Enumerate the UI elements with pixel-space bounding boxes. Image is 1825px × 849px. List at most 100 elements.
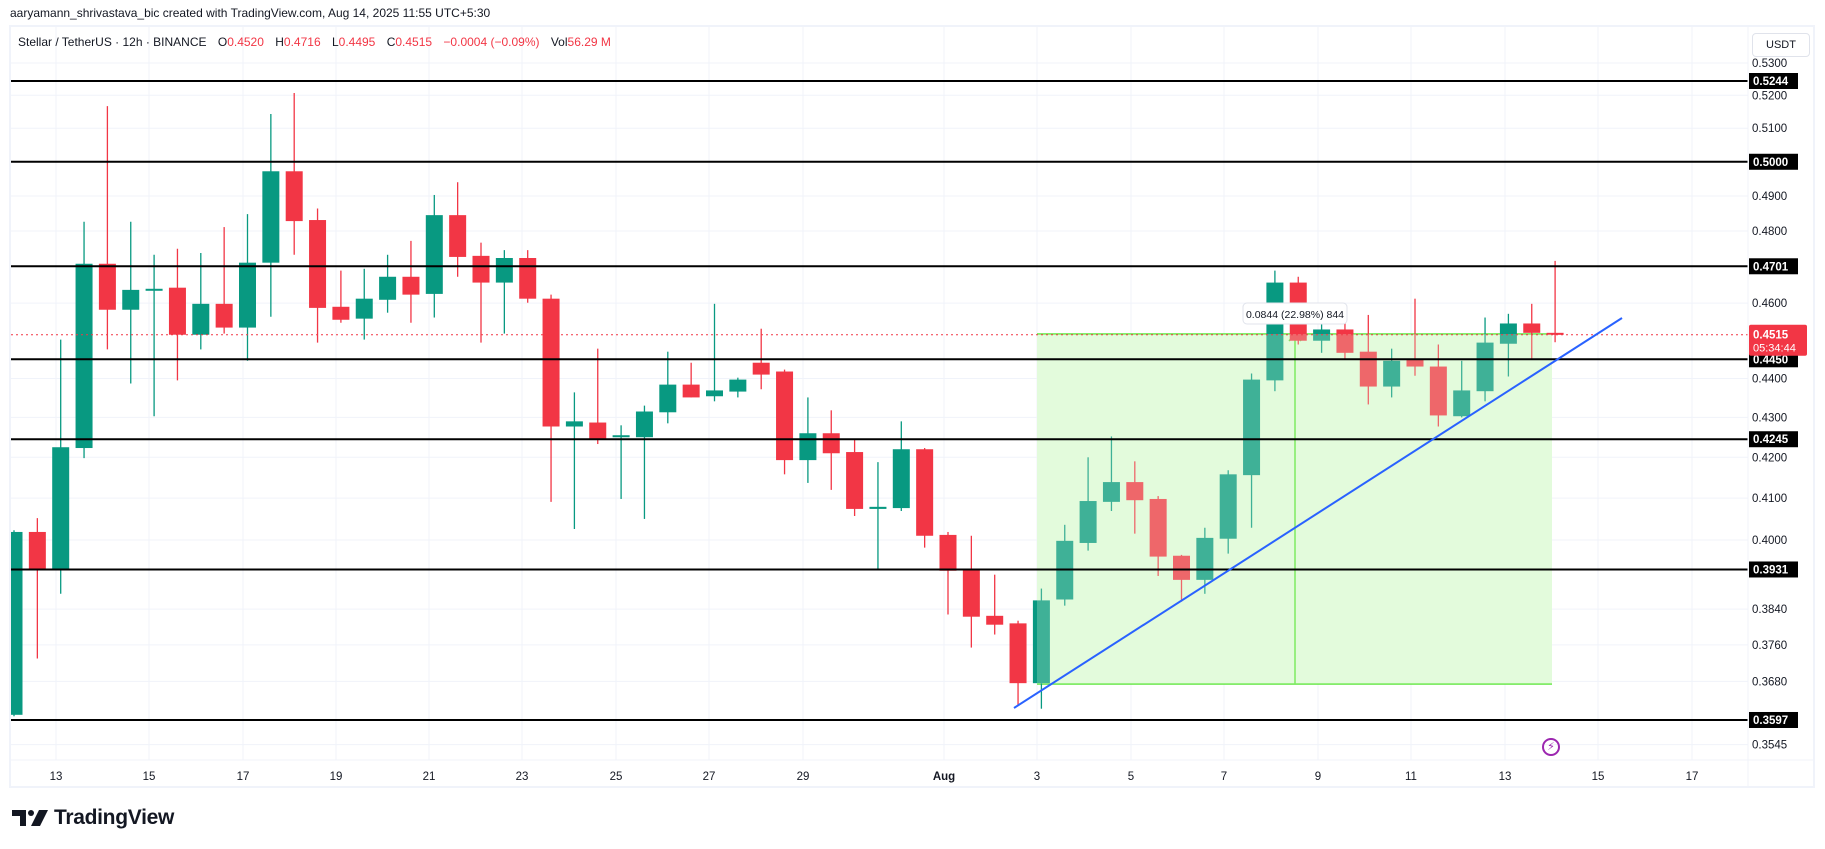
candle[interactable] [1266, 270, 1284, 392]
candle[interactable] [449, 182, 467, 277]
candle[interactable] [192, 252, 210, 350]
candle[interactable] [472, 242, 490, 343]
candle[interactable] [1032, 588, 1050, 709]
candle[interactable] [1453, 360, 1471, 418]
level-price-tag [1749, 73, 1798, 89]
candle[interactable] [309, 208, 327, 343]
candle[interactable] [682, 362, 700, 398]
candle[interactable] [1546, 260, 1564, 343]
trendline[interactable] [1013, 317, 1623, 709]
candle[interactable] [1243, 373, 1261, 528]
open-value: 0.4520 [227, 35, 264, 49]
candle[interactable] [52, 339, 70, 594]
candle[interactable] [706, 303, 723, 402]
candle[interactable] [635, 405, 653, 519]
svg-text:0.0844 (22.98%) 844: 0.0844 (22.98%) 844 [1246, 309, 1344, 321]
low-value: 0.4495 [338, 35, 376, 49]
candle[interactable] [1079, 457, 1097, 551]
candle[interactable] [28, 518, 46, 659]
level-price-tag [1749, 561, 1798, 578]
lightning-event-icon[interactable]: ⚡ [1542, 738, 1560, 756]
candle[interactable] [822, 410, 840, 490]
candle[interactable] [916, 448, 934, 548]
price-tick-label: 0.3840 [1752, 604, 1787, 616]
time-tick-label: 15 [143, 771, 156, 783]
candle[interactable] [98, 106, 116, 350]
time-tick-label: 15 [1592, 771, 1605, 783]
candle[interactable] [1126, 461, 1144, 534]
svg-text:0.5244: 0.5244 [1753, 76, 1789, 88]
price-tick-label: 0.4000 [1752, 535, 1787, 547]
svg-text:0.3931: 0.3931 [1753, 564, 1789, 576]
candle[interactable] [565, 392, 583, 530]
candle[interactable] [589, 348, 607, 445]
candle[interactable] [145, 254, 163, 417]
candle[interactable] [355, 268, 373, 340]
change-value: −0.0004 (−0.09%) [443, 35, 540, 49]
close-label: C [386, 35, 396, 49]
symbol-title[interactable]: Stellar / TetherUS · 12h · BINANCE [18, 35, 207, 49]
candle[interactable] [659, 351, 677, 424]
candle[interactable] [1499, 313, 1517, 377]
close-value: 0.4515 [395, 35, 433, 49]
candle[interactable] [542, 294, 560, 502]
candle[interactable] [1336, 323, 1354, 360]
candle[interactable] [215, 227, 233, 334]
time-tick-label: 7 [1221, 771, 1227, 783]
candle[interactable] [1406, 298, 1424, 376]
candle[interactable] [495, 250, 513, 334]
candle[interactable] [75, 221, 93, 459]
candle[interactable] [262, 113, 280, 317]
candle[interactable] [519, 250, 537, 303]
bar-countdown: 05:34:44 [1753, 343, 1796, 355]
chart-frame [9, 25, 1815, 788]
candle[interactable] [402, 240, 420, 323]
candle[interactable] [239, 214, 256, 361]
candle[interactable] [1173, 554, 1190, 602]
candle[interactable] [168, 248, 186, 381]
candle[interactable] [1102, 436, 1120, 511]
candle[interactable] [869, 462, 887, 570]
candle[interactable] [986, 574, 1004, 635]
candle[interactable] [892, 421, 910, 511]
candle[interactable] [729, 377, 747, 398]
svg-text:0.4245: 0.4245 [1753, 434, 1789, 446]
price-tick-label: 0.5200 [1752, 90, 1787, 102]
price-tick-label: 0.5300 [1752, 58, 1787, 70]
tradingview-logo: TradingView [12, 806, 174, 830]
time-axis[interactable]: 13 15 17 19 21 23 25 27 29 Aug 3 5 7 9 11 13 15 17 [50, 771, 1699, 783]
candle[interactable] [425, 194, 443, 318]
price-tick-label: 0.4100 [1752, 493, 1787, 505]
candle[interactable] [1383, 348, 1401, 398]
candle[interactable] [332, 270, 350, 323]
candle[interactable] [1149, 496, 1167, 576]
price-tick-label: 0.3680 [1752, 676, 1787, 688]
candle[interactable] [1009, 620, 1027, 706]
time-tick-label: 19 [330, 771, 343, 783]
candle[interactable] [379, 254, 397, 313]
candle[interactable] [122, 221, 140, 384]
price-tick-label: 0.4300 [1752, 412, 1787, 424]
measure-label: 0.0844 (22.98%) 844 [1242, 302, 1348, 325]
candle[interactable] [962, 535, 980, 648]
time-tick-label: 21 [423, 771, 436, 783]
candle[interactable] [612, 425, 630, 499]
candle[interactable] [285, 93, 303, 255]
candle[interactable] [1429, 344, 1447, 427]
time-tick-label: 27 [703, 771, 716, 783]
svg-text:0.5000: 0.5000 [1753, 157, 1788, 169]
candle[interactable] [1219, 470, 1237, 554]
price-tick-label: 0.3545 [1752, 740, 1787, 752]
plot-area[interactable] [6, 27, 1749, 760]
level-price-tag [1749, 431, 1798, 448]
time-tick-label: 29 [797, 771, 810, 783]
currency-button[interactable]: USDT [1752, 33, 1810, 57]
candle[interactable] [776, 369, 794, 475]
candle[interactable] [6, 530, 23, 717]
candle[interactable] [846, 439, 864, 517]
candle[interactable] [1523, 303, 1541, 360]
candle[interactable] [939, 531, 957, 615]
svg-text:0.4515: 0.4515 [1753, 330, 1789, 342]
price-axis[interactable]: 0.5300 0.5200 0.5100 0.4900 0.4800 0.4600 0.44… [1749, 58, 1807, 752]
